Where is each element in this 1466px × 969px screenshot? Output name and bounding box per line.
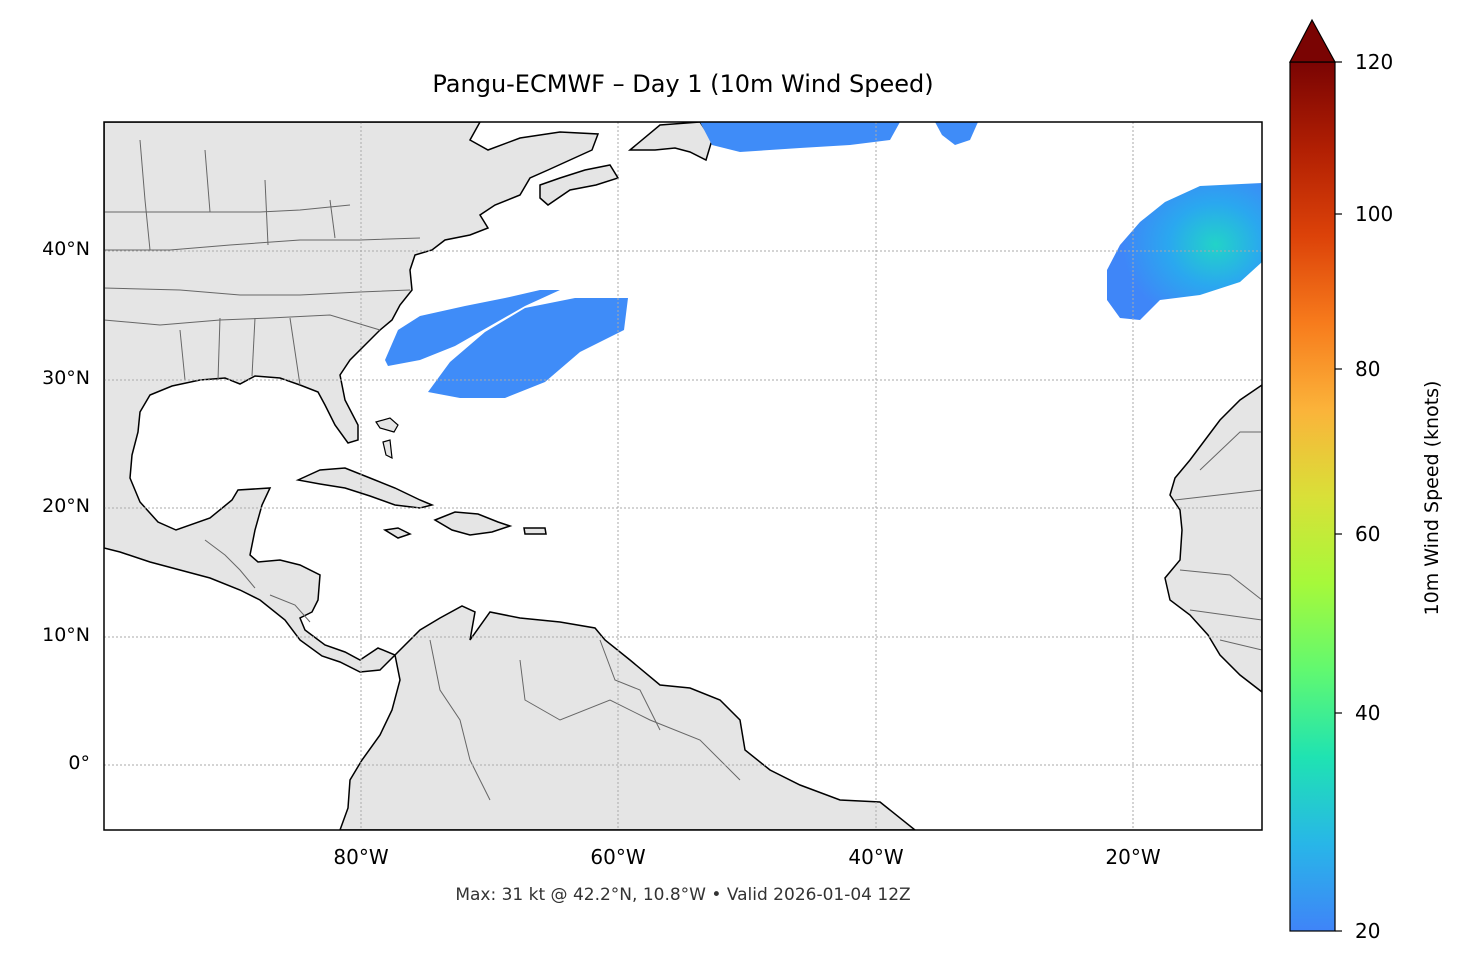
map-frame [103, 121, 1263, 831]
colorbar-tick-40: 40 [1355, 701, 1381, 725]
colorbar-label: 10m Wind Speed (knots) [1421, 380, 1443, 616]
map-title: Pangu-ECMWF – Day 1 (10m Wind Speed) [432, 70, 934, 98]
newfoundland-land [539, 164, 620, 206]
north-america-land [104, 122, 600, 673]
lon-tick-60w: 60°W [590, 845, 646, 869]
labrador-land [627, 122, 713, 162]
lon-tick-20w: 20°W [1105, 845, 1161, 869]
map-area [104, 122, 1262, 830]
country-borders [104, 139, 1262, 801]
colorbar-tick-80: 80 [1355, 357, 1381, 381]
hispaniola-land [433, 511, 513, 536]
cuba-land [295, 467, 435, 509]
lat-tick-20n: 20°N [42, 495, 90, 517]
colorbar-tick-120: 120 [1355, 50, 1394, 74]
wind-region-western-atlantic-north [385, 290, 560, 366]
colorbar-tick-100: 100 [1355, 202, 1394, 226]
lon-tick-80w: 80°W [333, 845, 389, 869]
colorbar-tick-20: 20 [1355, 919, 1381, 943]
puerto-rico-land [523, 527, 547, 535]
wind-region-north-patch [935, 122, 978, 145]
jamaica-land [382, 527, 412, 539]
gridlines [104, 122, 1262, 830]
africa-land [1164, 384, 1262, 693]
colorbar-tick-60: 60 [1355, 522, 1381, 546]
colorbar [1289, 61, 1336, 932]
wind-region-western-atlantic-south [428, 298, 628, 398]
bahamas-land [375, 417, 399, 460]
lon-tick-40w: 40°W [848, 845, 904, 869]
lat-tick-40n: 40°N [42, 238, 90, 260]
lat-tick-30n: 30°N [42, 367, 90, 389]
lat-tick-10n: 10°N [42, 624, 90, 646]
colorbar-extend-max [1289, 18, 1337, 63]
lat-tick-0: 0° [68, 752, 90, 774]
map-footer: Max: 31 kt @ 42.2°N, 10.8°W • Valid 2026… [455, 885, 911, 905]
colorbar-ticks [1335, 61, 1342, 932]
wind-region-labrador-sea [700, 122, 900, 152]
south-america-land [339, 605, 917, 830]
